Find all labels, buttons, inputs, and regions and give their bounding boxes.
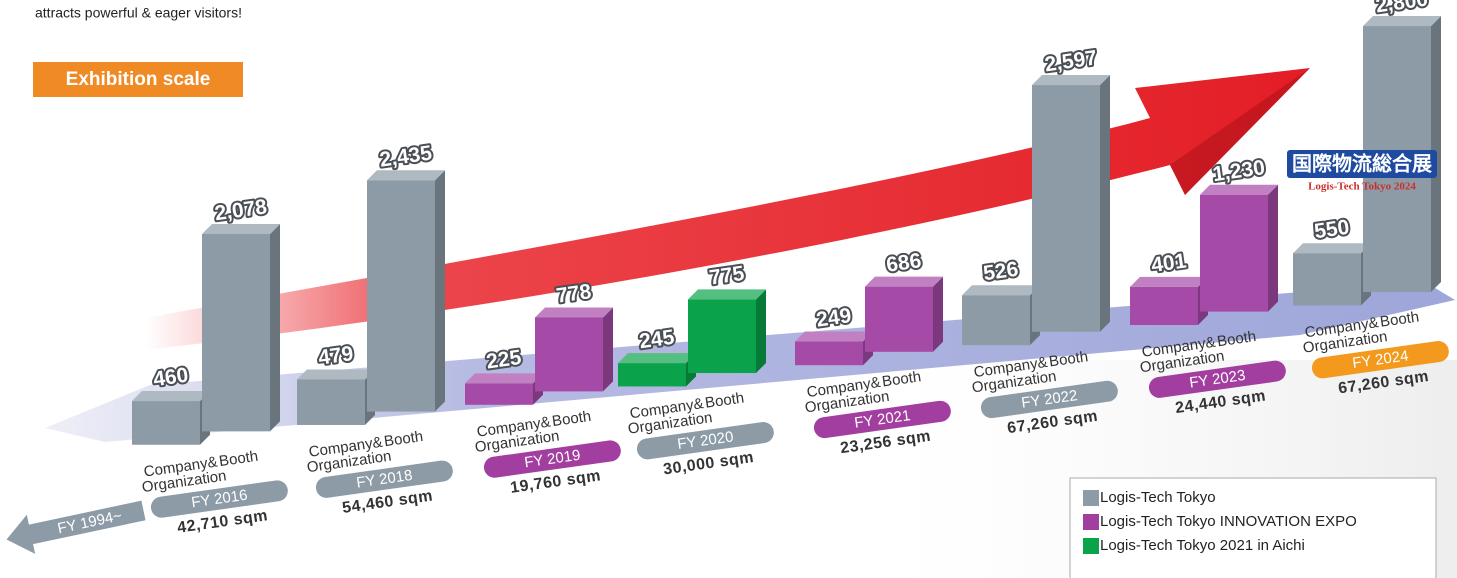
bar-top [865, 277, 943, 287]
value-label: 1,230 [1211, 156, 1266, 186]
history-arrow: FY 1994~ [2, 491, 147, 559]
legend-label: Logis-Tech Tokyo INNOVATION EXPO [1100, 513, 1357, 530]
bar-side [603, 307, 613, 391]
bar-top [132, 391, 210, 401]
bar [1200, 185, 1278, 312]
legend-label: Logis-Tech Tokyo 2021 in Aichi [1100, 537, 1305, 554]
bar-top [962, 285, 1040, 295]
bar-top [1293, 243, 1371, 253]
bar [465, 373, 543, 404]
bar-front [865, 287, 933, 352]
bar [618, 353, 696, 386]
value-label: 2,800 [1374, 0, 1429, 17]
bar-side [933, 277, 943, 352]
bar [865, 277, 943, 352]
value-label: 245 [638, 326, 676, 354]
bar-top [1363, 16, 1441, 26]
bar-front [1032, 85, 1100, 332]
bar-front [367, 180, 435, 411]
bar [367, 170, 445, 411]
bar-side [435, 170, 445, 411]
logo: 国際物流総合展 Logis-Tech Tokyo 2024 [1287, 150, 1437, 193]
bar [795, 332, 873, 366]
bar-front [465, 383, 533, 404]
legend-swatch [1083, 514, 1099, 530]
value-label: 775 [708, 262, 746, 290]
page: attracts powerful & eager visitors! Exhi… [0, 0, 1457, 578]
value-label: 526 [982, 258, 1020, 286]
heading: Exhibition scale [66, 69, 211, 90]
bar-front [202, 234, 270, 431]
bar-top [297, 369, 375, 379]
bar [297, 369, 375, 425]
bar [1130, 277, 1208, 325]
legend-swatch [1083, 490, 1099, 506]
bar-side [1268, 185, 1278, 312]
value-label: 225 [485, 346, 523, 374]
value-label: 479 [317, 342, 355, 370]
bar-top [688, 289, 766, 299]
bar-top [465, 373, 543, 383]
value-label: 2,078 [213, 195, 269, 225]
bar-front [1200, 195, 1268, 312]
bar [688, 289, 766, 373]
value-label: 401 [1150, 249, 1188, 277]
category-labels: Company&BoothOrganizationFY 202030,000 s… [625, 386, 778, 483]
bar-front [688, 299, 756, 373]
value-label: 778 [555, 280, 593, 308]
bar-front [535, 317, 603, 391]
bar-top [535, 307, 613, 317]
value-label: 460 [152, 364, 190, 392]
bar [202, 224, 280, 431]
bar-top [1032, 75, 1110, 85]
bar-front [297, 379, 365, 425]
bar-front [1130, 287, 1198, 325]
bar-front [132, 401, 200, 445]
bar [1032, 75, 1110, 332]
bar-top [202, 224, 280, 234]
value-label: 2,597 [1043, 46, 1098, 76]
legend: Logis-Tech Tokyo Logis-Tech Tokyo INNOVAT… [1070, 478, 1436, 578]
bar-top [1130, 277, 1208, 287]
bar-front [962, 295, 1030, 345]
bar [132, 391, 210, 445]
bar-side [270, 224, 280, 431]
value-label: 249 [815, 304, 853, 332]
value-label: 686 [885, 249, 923, 277]
bar-top [367, 170, 445, 180]
legend-label: Logis-Tech Tokyo [1100, 489, 1216, 506]
logo-subtitle: Logis-Tech Tokyo 2024 [1308, 181, 1416, 193]
bar-top [618, 353, 696, 363]
bar-side [756, 289, 766, 373]
bar-front [1293, 253, 1361, 305]
legend-swatch [1083, 538, 1099, 554]
value-label: 2,435 [378, 142, 434, 172]
logo-title: 国際物流総合展 [1292, 151, 1432, 175]
bar [535, 307, 613, 391]
bar [962, 285, 1040, 345]
bar-side [1100, 75, 1110, 332]
intro-text: attracts powerful & eager visitors! [35, 5, 242, 21]
value-label: 550 [1313, 216, 1351, 244]
bar-top [1200, 185, 1278, 195]
bar [1293, 243, 1371, 305]
bar-top [795, 332, 873, 342]
bar-front [618, 363, 686, 386]
bar-front [795, 342, 863, 366]
